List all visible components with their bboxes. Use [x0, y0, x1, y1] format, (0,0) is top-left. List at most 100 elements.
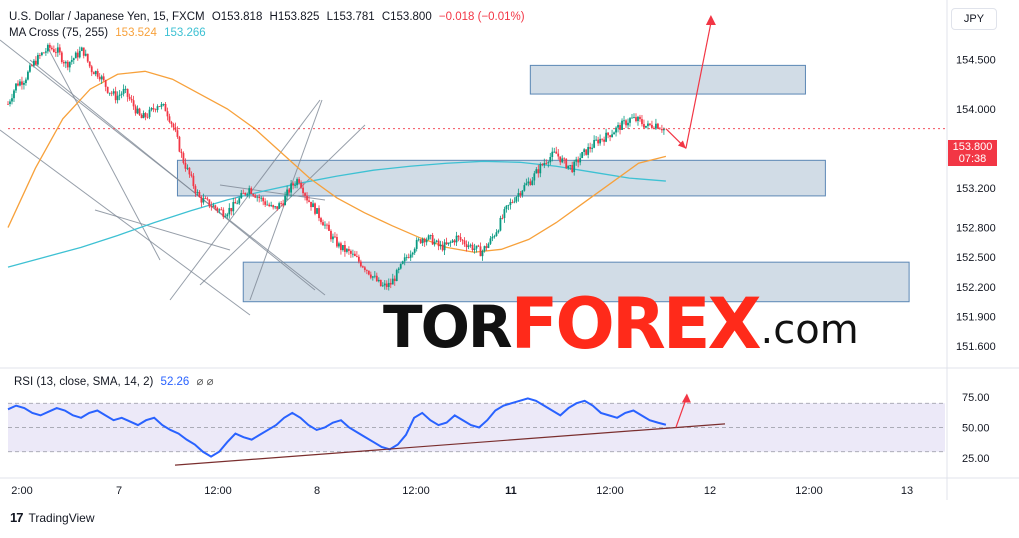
candle-body: [110, 92, 113, 94]
candle-body: [148, 109, 151, 118]
candle-body: [411, 252, 414, 255]
candle-body: [35, 60, 37, 65]
candle-body: [443, 242, 446, 251]
rsi-label[interactable]: RSI (13, close, SMA, 14, 2): [14, 376, 154, 388]
candle-body: [168, 116, 171, 122]
candle-body: [37, 55, 39, 65]
time-tick-label: 11: [505, 485, 517, 497]
candle-body: [262, 197, 265, 202]
candle-body: [216, 207, 219, 211]
candle-body: [471, 244, 474, 250]
candle-body: [46, 44, 49, 52]
candle-body: [342, 245, 344, 251]
candle-body: [369, 274, 372, 278]
candle-body: [56, 47, 59, 53]
candle-body: [359, 261, 362, 267]
candle-body: [178, 136, 181, 152]
candle-body: [575, 159, 578, 162]
last-price-value: 153.800: [952, 141, 993, 153]
candle-body: [379, 279, 382, 287]
candle-body: [577, 159, 580, 163]
candle-body: [463, 240, 466, 245]
candle-body: [501, 217, 504, 219]
candle-body: [435, 240, 438, 242]
candle-body: [597, 139, 600, 144]
candle-body: [479, 246, 482, 257]
ma-fast-line: [7, 70, 667, 253]
candle-body: [150, 108, 153, 110]
candle-body: [310, 201, 312, 208]
candle-body: [413, 248, 416, 253]
candle-body: [86, 53, 89, 62]
candle-body: [629, 118, 631, 123]
candle-body: [455, 235, 458, 243]
candle-body: [529, 181, 532, 185]
candle-body: [431, 235, 434, 245]
candle-body: [467, 245, 470, 248]
candle-body: [401, 261, 404, 264]
candle-body: [194, 186, 197, 193]
candle-body: [631, 117, 633, 119]
candle-body: [27, 71, 29, 80]
candle-body: [515, 196, 518, 202]
candle-body: [70, 60, 73, 62]
candle-body: [332, 236, 334, 240]
rsi-tick-label: 25.00: [962, 453, 990, 465]
candle-body: [108, 92, 111, 94]
candle-body: [517, 193, 520, 197]
candle-body: [202, 198, 205, 203]
tradingview-branding[interactable]: 17 TradingView: [10, 510, 95, 525]
currency-button[interactable]: JPY: [951, 8, 997, 30]
candle-body: [128, 96, 131, 99]
candle-body: [124, 88, 127, 90]
candle-body: [371, 276, 374, 278]
symbol-name[interactable]: U.S. Dollar / Japanese Yen, 15, FXCM: [9, 11, 205, 23]
candle-body: [222, 209, 225, 217]
candle-body: [437, 240, 440, 247]
candle-body: [64, 61, 67, 64]
candle-body: [439, 244, 442, 247]
candle-body: [525, 183, 528, 186]
candle-body: [619, 125, 621, 130]
price-tick-label: 152.200: [956, 282, 996, 294]
candle-body: [214, 205, 217, 208]
candle-body: [461, 239, 464, 241]
candle-body: [146, 116, 149, 118]
candle-body: [224, 216, 227, 218]
candle-body: [308, 200, 310, 202]
candle-body: [509, 202, 512, 205]
candle-body: [242, 192, 245, 194]
candle-body: [320, 218, 322, 223]
candle-body: [122, 88, 125, 94]
candle-body: [663, 128, 665, 131]
candle-body: [156, 106, 159, 110]
high-value: 153.825: [277, 11, 320, 23]
candle-body: [106, 86, 109, 93]
candle-body: [170, 121, 173, 124]
price-zone: [242, 261, 910, 303]
price-zone: [529, 64, 806, 95]
candle-body: [44, 51, 47, 53]
candle-body: [373, 275, 376, 277]
candle-body: [545, 163, 548, 164]
candle-body: [138, 108, 141, 115]
candle-body: [38, 55, 41, 56]
candle-body: [84, 53, 87, 56]
candle-body: [102, 76, 105, 81]
rsi-line: [7, 397, 667, 458]
tradingview-logo-icon: 17: [10, 510, 24, 525]
candle-body: [17, 83, 19, 86]
candle-body: [60, 52, 63, 62]
candle-body: [15, 83, 17, 91]
rsi-value: 52.26: [160, 376, 190, 388]
time-tick-label: 12:00: [204, 485, 232, 497]
price-tick-label: 154.500: [956, 54, 996, 66]
candle-body: [469, 244, 472, 246]
candle-body: [74, 52, 77, 59]
price-tick-label: 153.200: [956, 183, 996, 195]
candle-body: [393, 278, 396, 282]
ma-label[interactable]: MA Cross (75, 255): [9, 27, 109, 39]
candle-body: [238, 198, 241, 204]
candle-body: [48, 44, 51, 48]
